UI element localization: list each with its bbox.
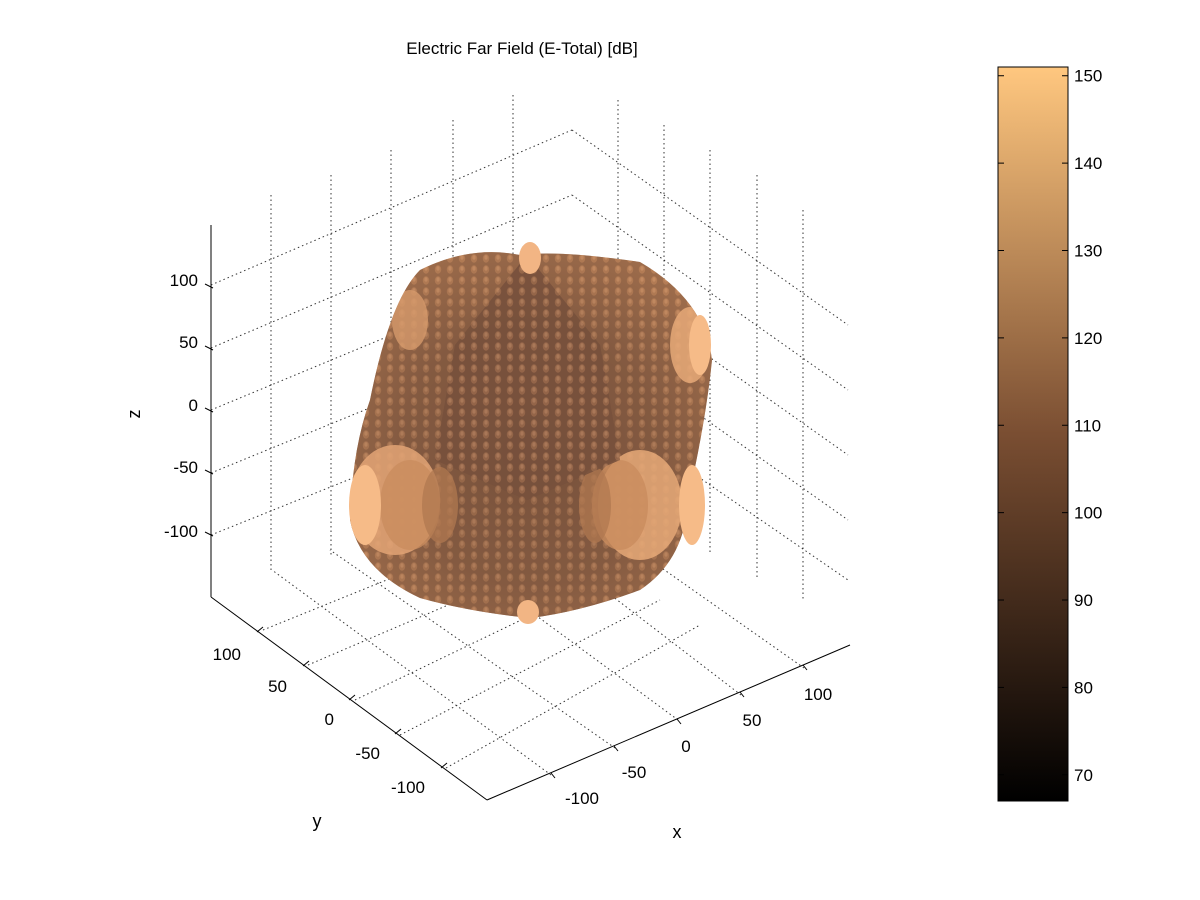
x-tick-label: 100 [804, 685, 832, 704]
colorbar-tick-label: 80 [1074, 678, 1093, 697]
colorbar-tick-label: 110 [1074, 416, 1101, 435]
colorbar-tick-label: 90 [1074, 591, 1093, 610]
colorbar-ticks: 150 140 130 120 110 100 90 80 70 [998, 67, 1102, 785]
colorbar-tick-label: 120 [1074, 329, 1102, 348]
far-field-surface [349, 242, 712, 624]
colorbar-tick-label: 150 [1074, 67, 1102, 86]
x-tick-label: -100 [565, 789, 599, 808]
colorbar: 150 140 130 120 110 100 90 80 70 [997, 66, 1102, 802]
y-tick-label: -100 [391, 778, 425, 797]
x-tick-label: 50 [743, 711, 762, 730]
chart-title: Electric Far Field (E-Total) [dB] [406, 39, 637, 58]
colorbar-tick-label: 140 [1074, 154, 1102, 173]
y-axis-label: y [313, 811, 322, 831]
x-tick-labels: -100 -50 0 50 100 [565, 685, 832, 808]
colorbar-tick-label: 130 [1074, 242, 1102, 261]
colorbar-gradient [997, 66, 1069, 802]
z-tick-label: 50 [179, 333, 198, 352]
z-axis-label: z [124, 410, 144, 419]
z-tick-labels: 100 50 0 -50 -100 [164, 271, 198, 541]
y-tick-label: 100 [213, 645, 241, 664]
x-axis-label: x [673, 822, 682, 842]
colorbar-tick-label: 100 [1074, 504, 1102, 523]
y-tick-label: 50 [268, 677, 287, 696]
y-tick-label: -50 [355, 744, 380, 763]
z-tick-label: -100 [164, 522, 198, 541]
z-tick-label: 100 [170, 271, 198, 290]
z-tick-label: 0 [189, 396, 198, 415]
y-tick-labels: 100 50 0 -50 -100 [213, 645, 425, 797]
x-tick-label: -50 [622, 763, 647, 782]
x-tick-label: 0 [681, 737, 690, 756]
colorbar-tick-label: 70 [1074, 766, 1093, 785]
y-tick-label: 0 [325, 710, 334, 729]
z-tick-label: -50 [173, 458, 198, 477]
